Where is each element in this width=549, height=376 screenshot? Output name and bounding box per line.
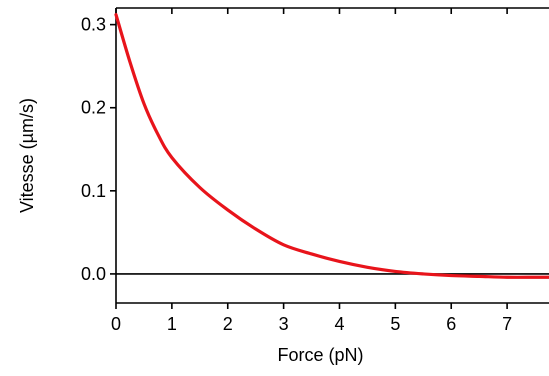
x-tick-label: 4 [334, 314, 344, 334]
x-axis-title: Force (pN) [277, 345, 363, 365]
y-tick-label: 0.1 [81, 181, 106, 201]
x-tick-label: 7 [502, 314, 512, 334]
x-tick-label: 0 [111, 314, 121, 334]
plot-frame [115, 7, 549, 304]
y-tick-label: 0.3 [81, 15, 106, 35]
y-tick-label: 0.0 [81, 264, 106, 284]
y-axis: 0.0 0.1 0.2 0.3 [81, 15, 116, 284]
x-tick-label: 6 [446, 314, 456, 334]
series-line [114, 13, 549, 279]
x-tick-label: 5 [390, 314, 400, 334]
y-tick-label: 0.2 [81, 98, 106, 118]
y-axis-title: Vitesse (µm/s) [17, 98, 37, 213]
series-layer [114, 13, 549, 279]
x-tick-label: 2 [223, 314, 233, 334]
x-tick-label: 3 [279, 314, 289, 334]
x-tick-label: 1 [167, 314, 177, 334]
x-axis: 0 1 2 3 4 5 6 7 [111, 8, 512, 334]
